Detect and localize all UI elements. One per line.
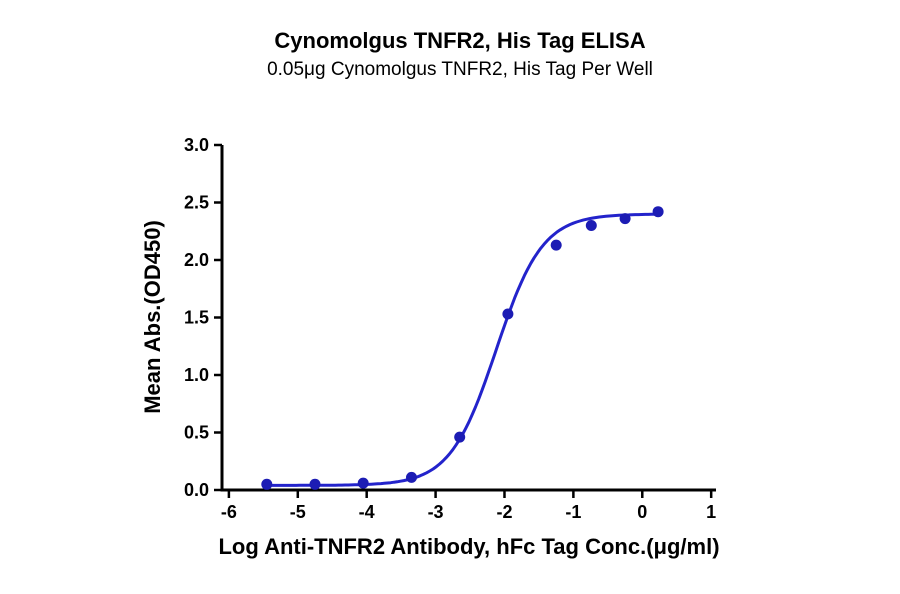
y-tick-label: 3.0 — [184, 135, 209, 155]
data-point — [652, 206, 664, 218]
data-point — [585, 220, 597, 231]
x-tick-label: -1 — [565, 502, 581, 522]
x-tick-label: -3 — [428, 502, 444, 522]
y-tick-label: 1.0 — [184, 365, 209, 385]
data-point — [309, 478, 321, 490]
data-point — [454, 431, 466, 443]
x-axis-title: Log Anti-TNFR2 Antibody, hFc Tag Conc.(μ… — [218, 534, 720, 559]
data-point — [502, 308, 514, 320]
y-tick-label: 0.5 — [184, 423, 209, 443]
chart-subtitle: 0.05μg Cynomolgus TNFR2, His Tag Per Wel… — [267, 59, 653, 80]
x-tick-label: -2 — [496, 502, 512, 522]
fit-curve — [265, 212, 660, 487]
data-point — [261, 478, 273, 490]
chart-title: Cynomolgus TNFR2, His Tag ELISA — [274, 28, 646, 53]
x-tick-label: -6 — [221, 502, 237, 522]
x-tick-label: 1 — [706, 502, 716, 522]
x-tick-label: -4 — [359, 502, 375, 522]
data-point — [550, 239, 562, 251]
y-tick-label: 2.0 — [184, 250, 209, 270]
y-tick-label: 2.5 — [184, 193, 209, 213]
data-point — [406, 471, 417, 483]
y-tick-label: 0.0 — [184, 480, 209, 500]
x-tick-label: -5 — [290, 502, 306, 522]
y-tick-label: 1.5 — [184, 308, 209, 328]
x-tick-label: 0 — [637, 502, 647, 522]
data-point — [357, 477, 369, 489]
data-point — [619, 213, 631, 225]
